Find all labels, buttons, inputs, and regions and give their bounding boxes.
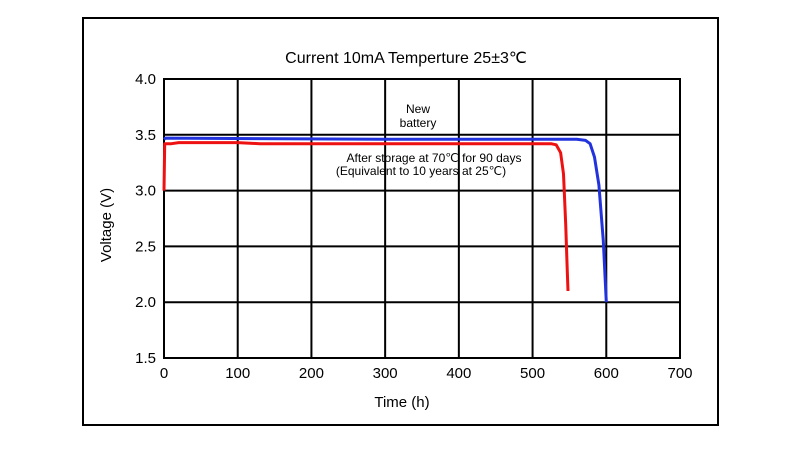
annotation-layer: New battery After storage at 70℃ for 90 … [336,102,522,178]
x-tick-label: 500 [520,365,545,382]
plot-area-border [163,78,681,359]
y-tick-label: 2.5 [135,238,156,255]
x-tick-label: 100 [225,365,250,382]
series-line-1 [162,141,570,292]
y-tick-label: 4.0 [135,71,156,88]
series-layer [162,136,608,303]
annotation-new-battery-line1: New [406,102,430,116]
annotation-new-battery-line2: battery [400,116,437,130]
y-tick-label: 3.5 [135,127,156,144]
x-tick-label: 300 [373,365,398,382]
x-tick-label: 0 [160,365,168,382]
tick-layer: 0 100 200 300 400 500 600 700 1.5 2.0 2.5 3.0 3.5 4.0 [135,71,692,382]
chart-frame: Current 10mA Temperture 25±3℃ 0 100 200 300… [82,17,719,426]
chart-svg: Current 10mA Temperture 25±3℃ 0 100 200 300… [98,50,693,411]
grid-layer [164,79,680,358]
annotation-after-storage-line2: (Equivalent to 10 years at 25℃) [336,164,506,178]
y-axis-label: Voltage (V) [98,188,115,262]
x-tick-label: 700 [667,365,692,382]
x-tick-label: 200 [299,365,324,382]
x-tick-label: 400 [446,365,471,382]
x-axis-label: Time (h) [374,394,429,411]
y-tick-label: 1.5 [135,350,156,367]
y-tick-label: 3.0 [135,183,156,200]
annotation-after-storage-line1: After storage at 70℃ for 90 days [347,151,522,165]
series-line-0 [163,136,608,303]
chart-title: Current 10mA Temperture 25±3℃ [285,50,527,67]
y-tick-label: 2.0 [135,294,156,311]
x-tick-label: 600 [594,365,619,382]
